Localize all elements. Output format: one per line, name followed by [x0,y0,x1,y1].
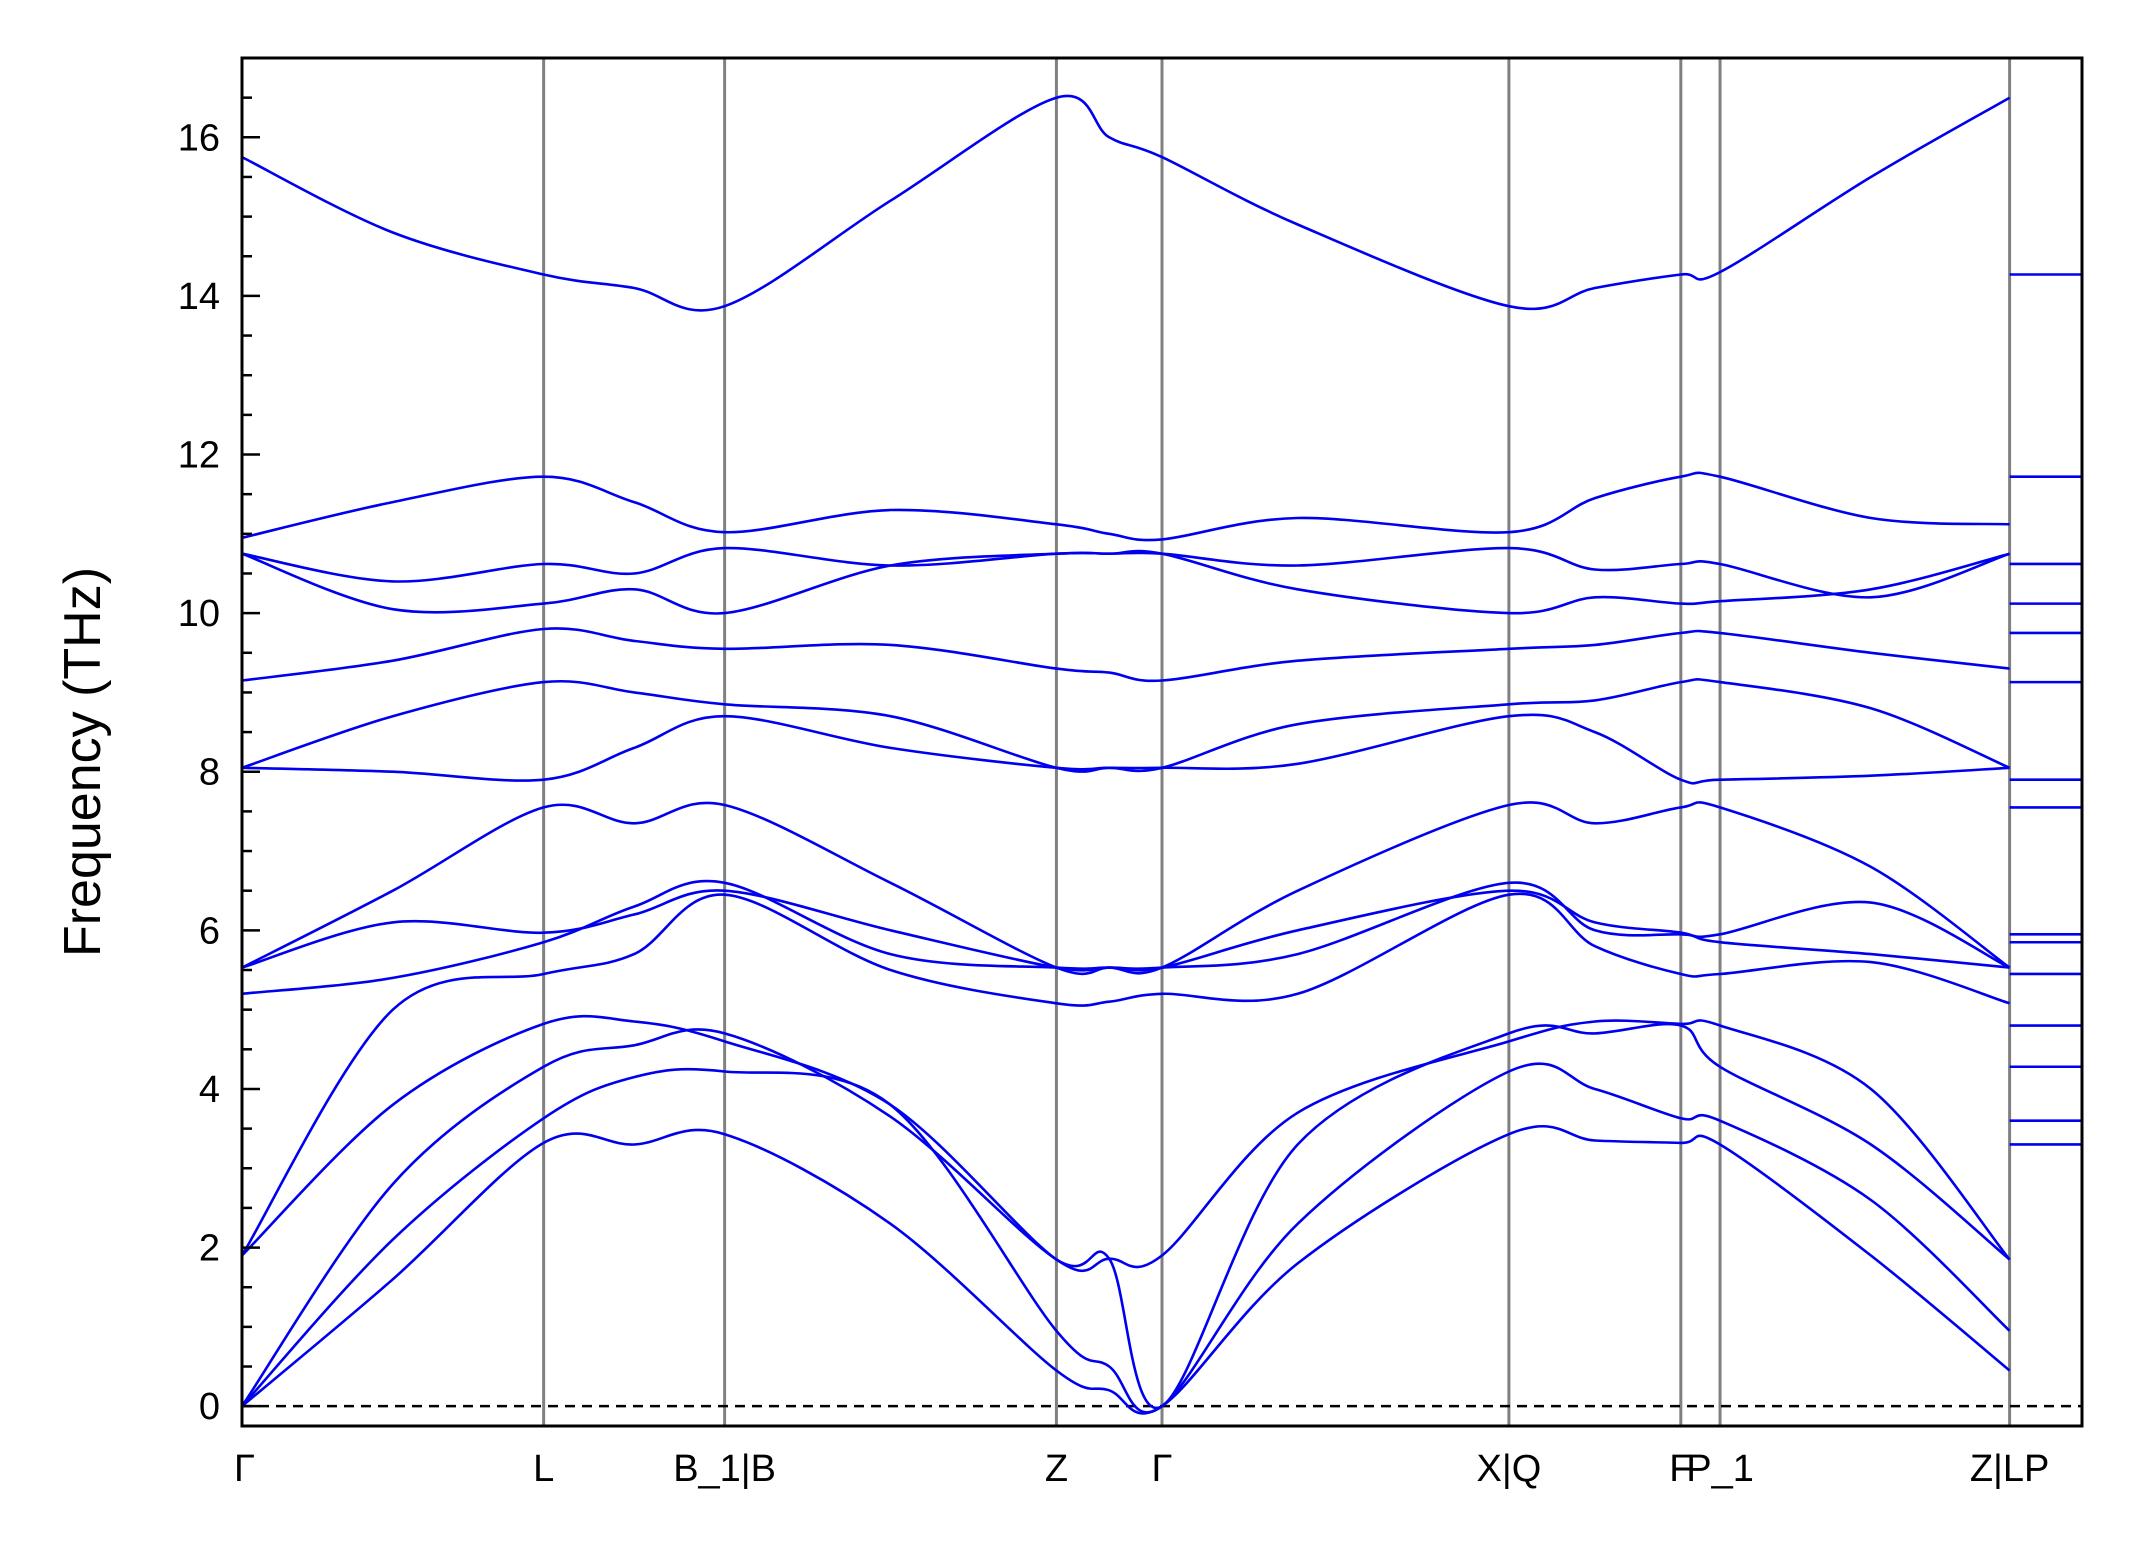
band-14 [241,471,2010,542]
plot-frame [240,56,2084,1428]
x-tick-label-4: Γ [1152,1448,1173,1490]
band-2 [241,1062,2011,1414]
high-symmetry-lines [542,58,2012,1426]
x-tick-label-0: Γ [234,1448,255,1490]
y-axis-title: Frequency (THz) [54,567,112,957]
band-5 [240,892,2010,1257]
y-tick-label: 8 [199,752,220,794]
x-tick-label-8: Z|LP [1970,1448,2050,1490]
band-lines [240,94,2011,1415]
band-15 [241,94,2011,312]
band-11 [241,627,2010,683]
x-tick-label-3: Z [1045,1448,1068,1490]
band-13 [241,546,2010,599]
band-3 [240,1022,2011,1410]
x-tick-label-6: F [1669,1448,1692,1490]
y-tick-label: 4 [199,1069,220,1111]
y-tick-label: 12 [178,435,220,477]
band-9 [241,713,2010,785]
band-1 [241,1124,2011,1415]
y-tick-label: 16 [178,117,220,159]
y-tick-label: 10 [178,593,220,635]
band-12 [241,549,2010,615]
y-tick-label: 2 [199,1228,220,1270]
lp-segment-lines [2009,273,2082,1146]
band-10 [241,678,2011,773]
x-tick-label-1: L [533,1448,554,1490]
x-tick-label-7: P_1 [1686,1448,1754,1490]
band-8 [241,801,2011,976]
x-tick-label-5: X|Q [1476,1448,1541,1490]
y-axis-ticks: 0 2 4 6 8 10 12 14 16 [178,96,260,1428]
y-tick-label: 6 [199,910,220,952]
y-tick-label: 0 [199,1386,220,1428]
band-7 [241,889,2010,972]
x-tick-label-2: B_1|B [673,1448,776,1490]
band-4 [241,1014,2011,1273]
x-axis-labels: Γ L B_1|B Z Γ X|Q FP_1 Z|LP [234,1448,2049,1490]
y-tick-label: 14 [178,276,220,318]
